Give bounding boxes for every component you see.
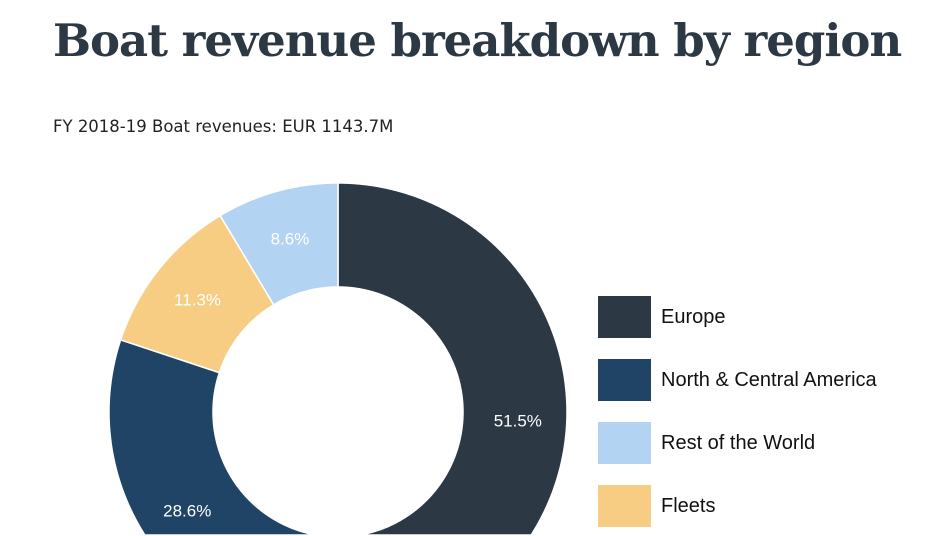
chart-subtitle: FY 2018-19 Boat revenues: EUR 1143.7M: [53, 117, 394, 136]
legend-swatch: [598, 422, 651, 464]
legend-swatch: [598, 296, 651, 338]
data-label: 28.6%: [163, 501, 211, 520]
legend-label: Fleets: [661, 494, 716, 517]
legend-label: Rest of the World: [661, 431, 816, 454]
legend-label: North & Central America: [661, 368, 877, 391]
legend-item-rest-of-world: Rest of the World: [598, 422, 877, 464]
legend-item-europe: Europe: [598, 296, 877, 338]
data-label: 51.5%: [494, 411, 542, 430]
legend-label: Europe: [661, 305, 726, 328]
slice-rest-of-the-world: [219, 182, 339, 306]
data-label: 11.3%: [174, 290, 221, 309]
legend-swatch: [598, 485, 651, 527]
chart-title: Boat revenue breakdown by region: [53, 14, 902, 67]
legend: Europe North & Central America Rest of t…: [598, 296, 877, 527]
legend-item-fleets: Fleets: [598, 485, 877, 527]
legend-item-north-central-america: North & Central America: [598, 359, 877, 401]
legend-swatch: [598, 359, 651, 401]
data-label: 8.6%: [271, 230, 310, 249]
slice-europe: [315, 182, 568, 536]
